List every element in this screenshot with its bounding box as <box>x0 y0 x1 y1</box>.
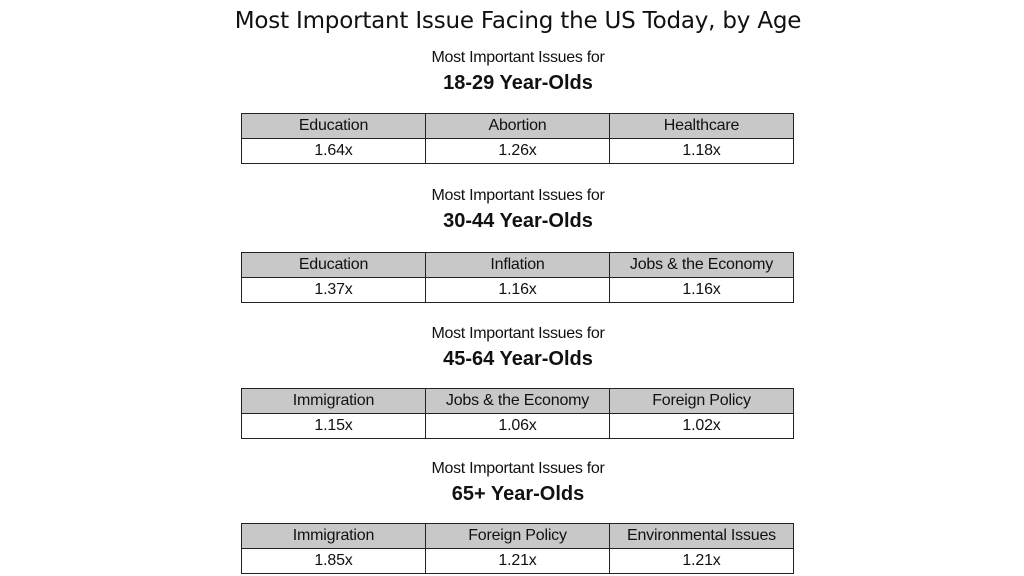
group-65-plus-heading: Most Important Issues for 65+ Year-Olds <box>0 459 1024 507</box>
column-header: Foreign Policy <box>609 388 794 414</box>
chart-title: Most Important Issue Facing the US Today… <box>234 8 802 34</box>
table-header-row: Immigration Jobs & the Economy Foreign P… <box>241 388 794 414</box>
table-value-row: 1.64x 1.26x 1.18x <box>241 138 794 164</box>
issue-table-45-64: Immigration Jobs & the Economy Foreign P… <box>241 388 794 439</box>
value-cell: 1.16x <box>609 277 794 303</box>
group-45-64-heading: Most Important Issues for 45-64 Year-Old… <box>0 324 1024 372</box>
issue-table-65-plus: Immigration Foreign Policy Environmental… <box>241 523 794 574</box>
group-age-title: 30-44 Year-Olds <box>443 210 593 232</box>
column-header: Healthcare <box>609 113 794 139</box>
group-subtitle: Most Important Issues for <box>431 49 605 66</box>
group-age-title: 65+ Year-Olds <box>451 483 585 505</box>
value-cell: 1.21x <box>609 548 794 574</box>
value-cell: 1.37x <box>241 277 426 303</box>
group-subtitle: Most Important Issues for <box>431 460 605 477</box>
value-cell: 1.85x <box>241 548 426 574</box>
column-header: Education <box>241 252 426 278</box>
value-cell: 1.16x <box>425 277 610 303</box>
column-header: Immigration <box>241 523 426 549</box>
column-header: Inflation <box>425 252 610 278</box>
column-header: Jobs & the Economy <box>609 252 794 278</box>
value-cell: 1.21x <box>425 548 610 574</box>
table-value-row: 1.85x 1.21x 1.21x <box>241 548 794 574</box>
value-cell: 1.02x <box>609 413 794 439</box>
value-cell: 1.06x <box>425 413 610 439</box>
group-30-44-heading: Most Important Issues for 30-44 Year-Old… <box>0 186 1024 234</box>
table-value-row: 1.15x 1.06x 1.02x <box>241 413 794 439</box>
value-cell: 1.18x <box>609 138 794 164</box>
table-header-row: Education Inflation Jobs & the Economy <box>241 252 794 278</box>
issue-table-18-29: Education Abortion Healthcare 1.64x 1.26… <box>241 113 794 164</box>
group-age-title: 45-64 Year-Olds <box>443 348 593 370</box>
table-header-row: Education Abortion Healthcare <box>241 113 794 139</box>
column-header: Abortion <box>425 113 610 139</box>
issue-table-30-44: Education Inflation Jobs & the Economy 1… <box>241 252 794 303</box>
group-subtitle: Most Important Issues for <box>431 325 605 342</box>
column-header: Foreign Policy <box>425 523 610 549</box>
value-cell: 1.64x <box>241 138 426 164</box>
group-subtitle: Most Important Issues for <box>431 187 605 204</box>
table-header-row: Immigration Foreign Policy Environmental… <box>241 523 794 549</box>
value-cell: 1.15x <box>241 413 426 439</box>
group-18-29-heading: Most Important Issues for 18-29 Year-Old… <box>0 48 1024 96</box>
group-age-title: 18-29 Year-Olds <box>443 72 593 94</box>
table-value-row: 1.37x 1.16x 1.16x <box>241 277 794 303</box>
column-header: Jobs & the Economy <box>425 388 610 414</box>
column-header: Environmental Issues <box>609 523 794 549</box>
column-header: Education <box>241 113 426 139</box>
value-cell: 1.26x <box>425 138 610 164</box>
column-header: Immigration <box>241 388 426 414</box>
